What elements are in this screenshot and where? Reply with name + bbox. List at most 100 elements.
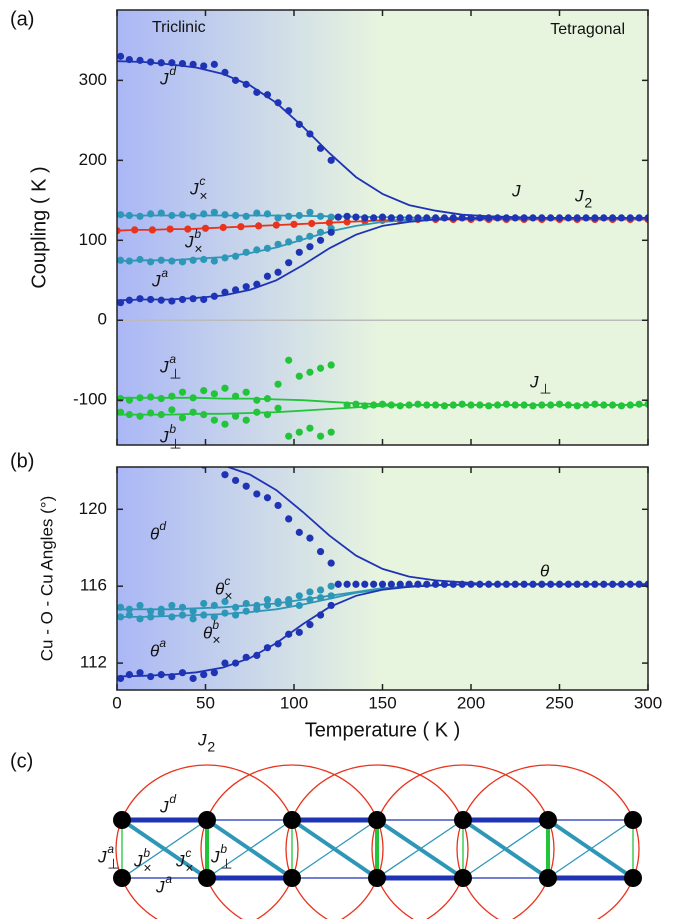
data-point bbox=[168, 613, 176, 621]
data-point bbox=[387, 580, 395, 588]
data-point bbox=[263, 596, 272, 604]
j2-bond bbox=[115, 764, 299, 919]
data-point bbox=[555, 580, 564, 588]
data-point bbox=[440, 214, 449, 222]
data-point bbox=[327, 582, 335, 590]
data-point bbox=[617, 214, 626, 222]
data-point bbox=[147, 409, 155, 417]
cu-site bbox=[454, 811, 472, 829]
data-point bbox=[189, 674, 197, 683]
data-point bbox=[635, 214, 643, 222]
x-tick-label: 150 bbox=[368, 693, 396, 712]
data-point bbox=[255, 222, 263, 230]
data-point bbox=[231, 412, 240, 420]
label-sup: a bbox=[165, 872, 172, 886]
label-base: θ bbox=[150, 524, 160, 543]
data-point bbox=[423, 580, 431, 588]
data-point bbox=[272, 221, 280, 229]
data-point bbox=[136, 412, 144, 420]
data-point bbox=[221, 384, 229, 392]
data-point bbox=[414, 214, 422, 222]
cu-site bbox=[283, 869, 301, 887]
label-base: J bbox=[511, 181, 521, 200]
data-point bbox=[352, 213, 360, 221]
data-point bbox=[547, 214, 555, 222]
data-point bbox=[600, 401, 608, 409]
data-point bbox=[370, 214, 378, 222]
data-point bbox=[449, 580, 457, 588]
data-point bbox=[166, 225, 174, 233]
j2-bond bbox=[285, 764, 469, 919]
data-point bbox=[396, 580, 404, 588]
data-point bbox=[231, 476, 240, 485]
cu-site bbox=[454, 869, 472, 887]
data-point bbox=[306, 424, 314, 432]
data-point bbox=[591, 214, 599, 222]
data-point bbox=[316, 364, 325, 372]
data-point bbox=[352, 580, 360, 588]
data-point bbox=[361, 402, 369, 410]
data-point bbox=[440, 402, 449, 410]
panel-label: (b) bbox=[10, 450, 34, 472]
data-point bbox=[325, 219, 333, 227]
data-point bbox=[449, 214, 457, 222]
data-point bbox=[200, 62, 208, 70]
cu-site bbox=[113, 869, 131, 887]
data-point bbox=[493, 580, 502, 588]
data-point bbox=[378, 213, 387, 221]
data-point bbox=[511, 401, 519, 409]
label-base: J bbox=[155, 877, 165, 896]
data-point bbox=[573, 580, 581, 588]
cu-site bbox=[368, 869, 386, 887]
data-point bbox=[274, 501, 282, 510]
data-point bbox=[449, 401, 457, 409]
data-point bbox=[582, 580, 590, 588]
x-tick-label: 100 bbox=[280, 693, 308, 712]
data-point bbox=[327, 228, 335, 236]
data-point bbox=[635, 580, 643, 588]
label-sup: a bbox=[161, 266, 168, 280]
data-point bbox=[600, 580, 608, 588]
data-point bbox=[547, 401, 555, 409]
cu-site bbox=[113, 811, 131, 829]
data-point bbox=[609, 580, 617, 588]
data-point bbox=[609, 401, 617, 409]
label-sup: c bbox=[185, 846, 191, 860]
data-point bbox=[405, 580, 413, 588]
panel-label: (a) bbox=[10, 8, 34, 30]
data-point bbox=[117, 52, 125, 60]
data-point bbox=[370, 401, 378, 409]
label-base: J bbox=[159, 427, 169, 446]
data-point bbox=[555, 400, 564, 408]
data-point bbox=[179, 458, 186, 465]
data-point bbox=[158, 456, 165, 463]
data-point bbox=[582, 401, 590, 409]
data-point bbox=[242, 607, 250, 615]
label-sup: b bbox=[143, 846, 150, 860]
data-point bbox=[210, 60, 218, 68]
data-point bbox=[147, 258, 155, 266]
x-axis-label: Temperature ( K ) bbox=[305, 719, 461, 741]
data-point bbox=[189, 615, 197, 623]
data-point bbox=[306, 208, 314, 216]
data-point bbox=[295, 528, 303, 536]
data-point bbox=[467, 580, 475, 588]
data-point bbox=[274, 599, 282, 608]
data-point bbox=[221, 597, 229, 606]
data-point bbox=[502, 580, 510, 588]
data-point bbox=[467, 401, 475, 409]
data-point bbox=[316, 236, 325, 244]
data-point bbox=[414, 400, 422, 408]
y-tick-label: 112 bbox=[80, 653, 107, 672]
data-point bbox=[423, 214, 431, 222]
data-point bbox=[564, 580, 572, 588]
data-point bbox=[190, 458, 197, 465]
lattice bbox=[113, 764, 642, 919]
data-point bbox=[423, 401, 431, 409]
data-point bbox=[200, 210, 208, 218]
label-base: J bbox=[133, 851, 143, 870]
data-point bbox=[210, 390, 218, 398]
data-point bbox=[538, 580, 546, 588]
data-point bbox=[609, 214, 617, 222]
j2-bond bbox=[371, 764, 555, 919]
